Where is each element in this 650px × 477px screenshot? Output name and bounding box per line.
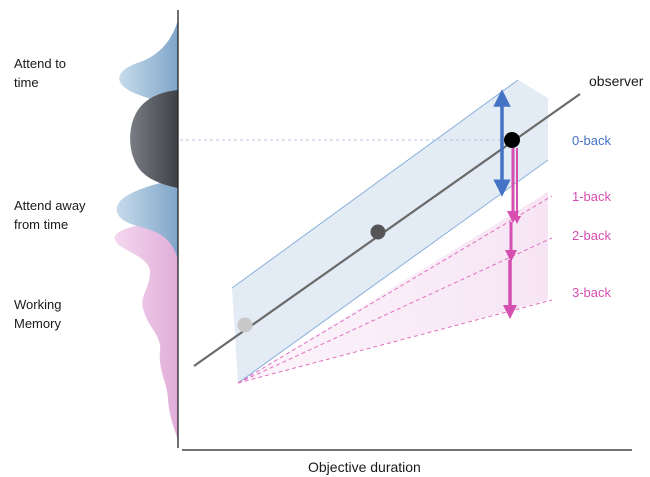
observer-label: observer xyxy=(589,73,644,89)
zero-back-label: 0-back xyxy=(572,133,612,148)
short-duration-point xyxy=(237,317,253,333)
two-back-line xyxy=(237,237,553,384)
band-lower-edge xyxy=(237,159,549,384)
x-axis-label: Objective duration xyxy=(308,459,421,475)
attend-to-time-label: Attend to time xyxy=(14,56,67,90)
working-memory-distribution xyxy=(114,220,178,440)
attend-away-label: Attend away from time xyxy=(14,198,86,232)
overlap-distribution xyxy=(130,90,178,188)
three-back-line xyxy=(237,299,553,384)
long-duration-point xyxy=(504,132,520,148)
two-back-label: 2-back xyxy=(572,228,612,243)
attend-away-distribution xyxy=(116,178,178,260)
working-memory-label: Working Memory xyxy=(14,297,62,331)
band-upper-edge xyxy=(231,79,519,289)
one-back-label: 1-back xyxy=(572,189,612,204)
one-back-line xyxy=(237,195,553,384)
medium-duration-point xyxy=(370,224,386,240)
three-back-label: 3-back xyxy=(572,285,612,300)
attend-to-time-distribution xyxy=(119,20,178,108)
memory-fan-region xyxy=(238,192,548,383)
uncertainty-band xyxy=(232,80,548,383)
